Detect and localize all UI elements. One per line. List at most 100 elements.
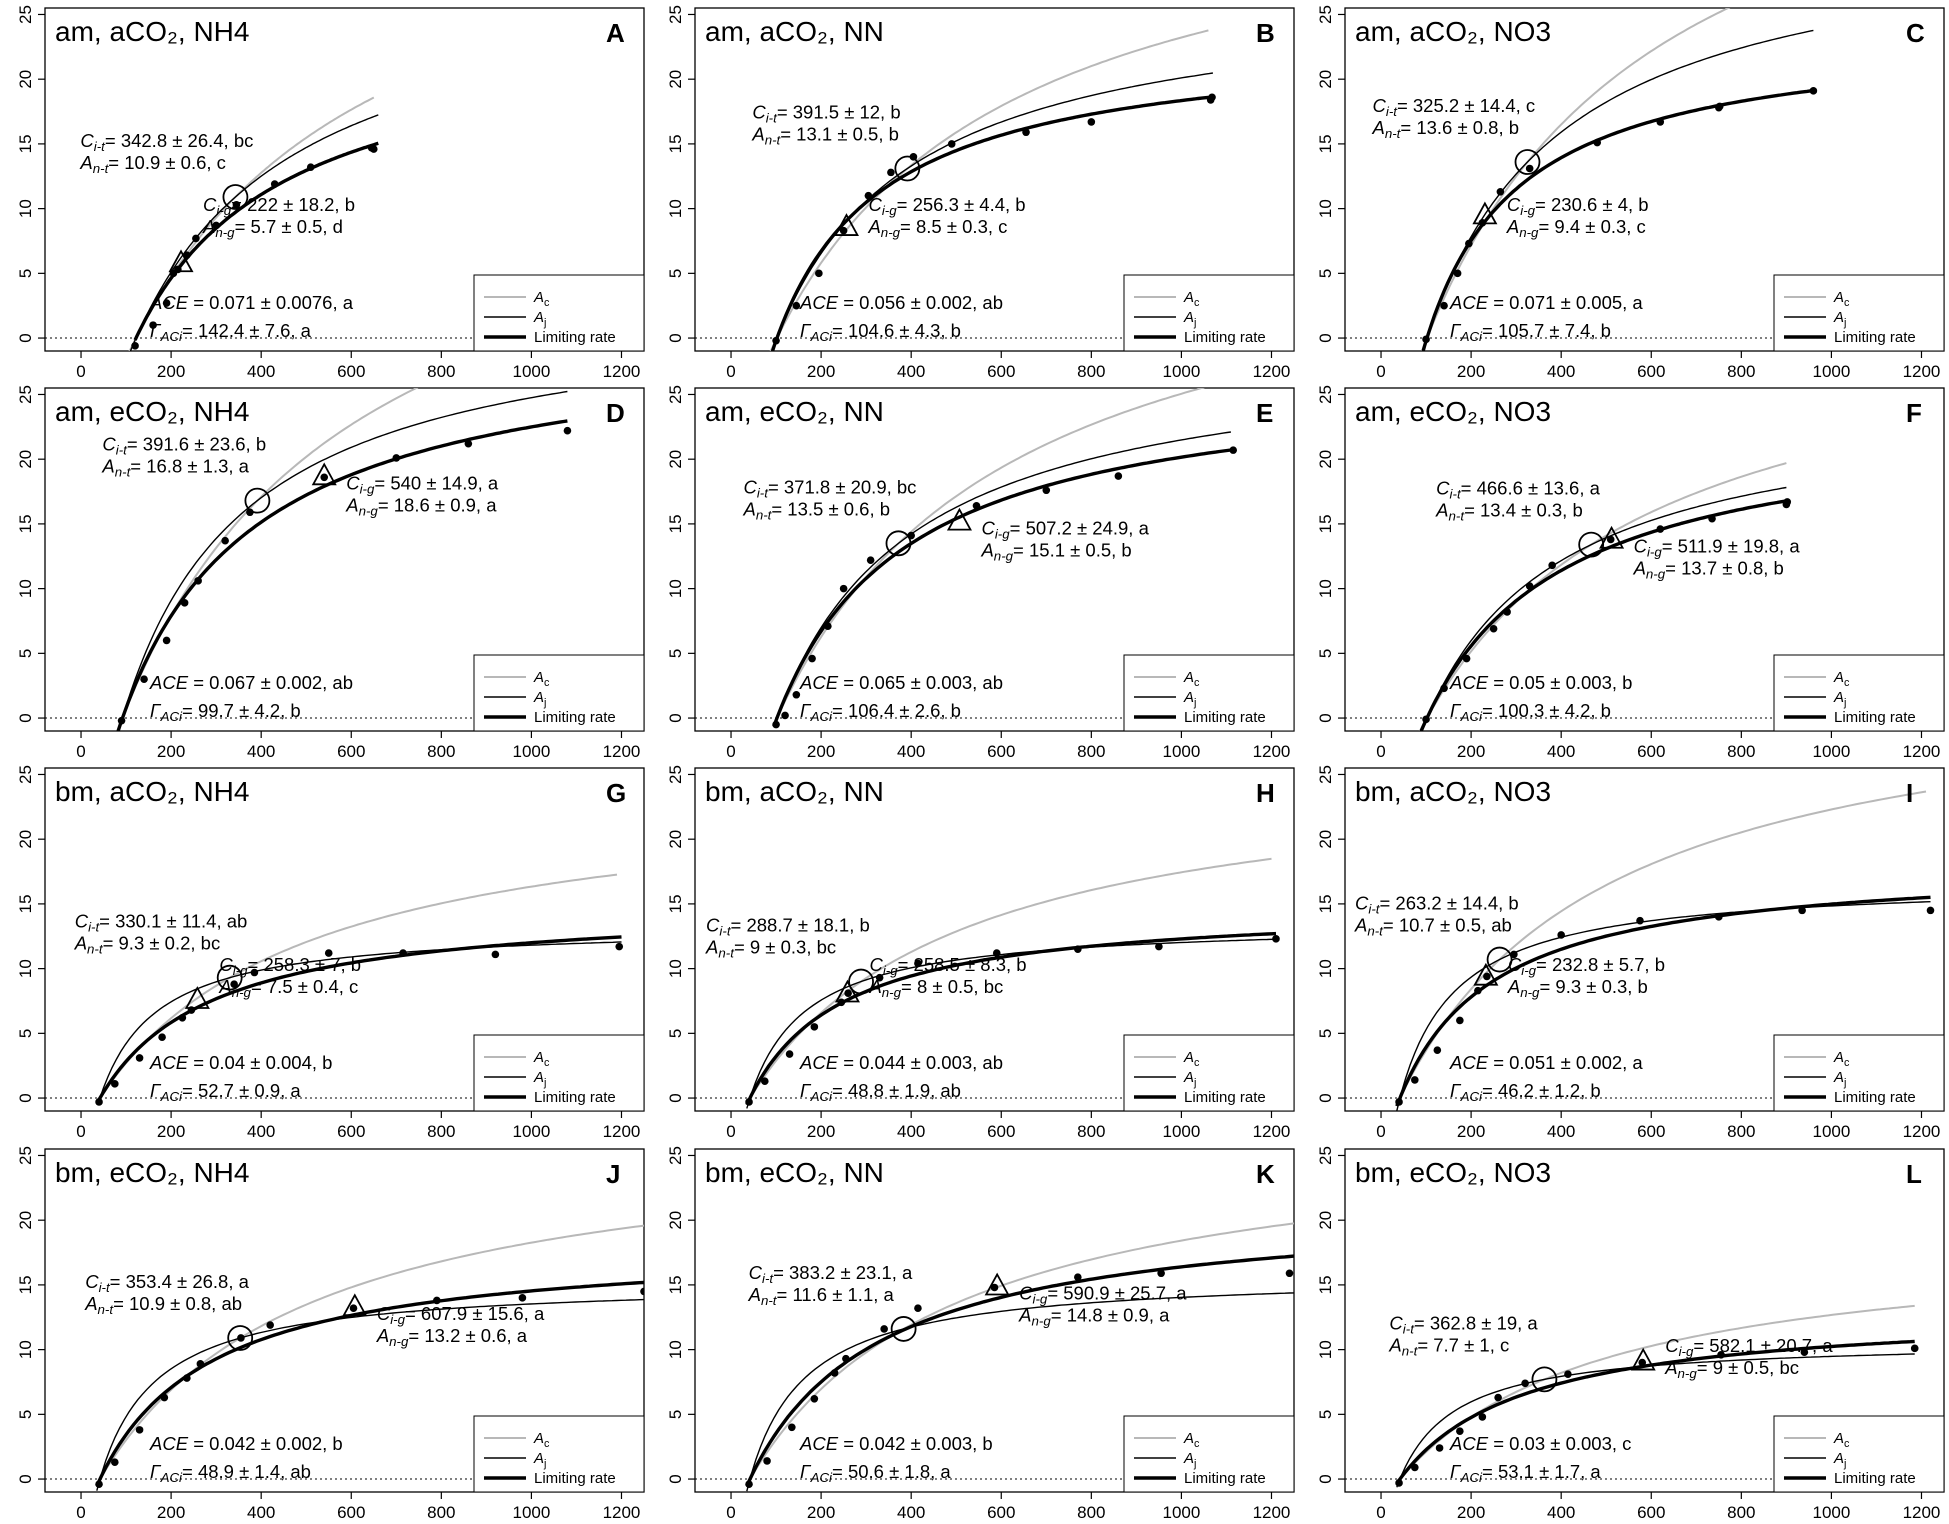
series-ac-line	[1418, 462, 1787, 731]
y-tick-label: 0	[1316, 333, 1335, 342]
x-tick-label: 400	[247, 1122, 275, 1141]
x-tick-label: 600	[337, 742, 365, 761]
x-tick-label: 200	[157, 1503, 185, 1522]
data-point	[972, 501, 981, 510]
data-point	[1783, 498, 1792, 506]
gs-point-triangle	[168, 249, 194, 273]
data-point	[1638, 1358, 1647, 1367]
x-tick-label: 800	[1077, 1503, 1105, 1522]
y-tick-label: 20	[16, 1211, 35, 1230]
data-point	[230, 980, 238, 988]
y-tick-label: 10	[1316, 579, 1335, 598]
transition-point-circle	[1486, 946, 1513, 973]
panel-letter: D	[606, 398, 625, 428]
data-point	[95, 1480, 103, 1489]
data-point	[1483, 972, 1491, 981]
series-aj-line	[1420, 486, 1787, 731]
x-tick-label: 0	[76, 742, 85, 761]
data-point	[763, 1457, 771, 1465]
x-tick-label: 400	[897, 362, 925, 381]
x-tick-label: 600	[1637, 362, 1665, 381]
y-tick-label: 15	[666, 514, 685, 533]
y-tick-label: 10	[666, 959, 685, 978]
data-point	[1496, 187, 1505, 196]
y-tick-label: 10	[1316, 959, 1335, 978]
panel-D: 0 200 400 600 800 1000 1200 0 5 10 15 20 25 am, eCO₂,…	[16, 385, 645, 761]
x-tick-label: 0	[1376, 1122, 1385, 1141]
gamma-label: ΓACi= 99.7 ± 4.2, b	[150, 700, 301, 724]
data-point	[842, 1354, 850, 1363]
x-tick-label: 1000	[512, 1122, 550, 1141]
y-tick-label: 10	[16, 199, 35, 218]
series-aj-line	[1396, 901, 1931, 1111]
plot-area	[769, 29, 1216, 351]
data-point	[792, 301, 801, 310]
ci-g-label: Ci-g= 258.5 ± 8.3, b	[869, 954, 1026, 978]
y-axis: 0 5 10 15 20 25	[1316, 765, 1345, 1103]
x-tick-label: 800	[1077, 362, 1105, 381]
data-point	[306, 163, 315, 172]
legend-aj-text: Aj	[1833, 1069, 1846, 1089]
data-point	[1564, 1370, 1572, 1379]
legend-ac-text: Ac	[533, 1049, 550, 1069]
an-g-label: An-g= 9.3 ± 0.3, b	[1507, 976, 1648, 1000]
x-tick-label: 200	[807, 1122, 835, 1141]
data-point	[1022, 128, 1030, 137]
x-tick-label: 1200	[603, 362, 641, 381]
gs-point-triangle	[834, 979, 860, 1003]
series-limiting-rate-line	[745, 931, 1277, 1106]
legend-limiting-rate-text: Limiting rate	[1834, 329, 1916, 346]
plot-area	[1418, 462, 1792, 731]
plot-area	[95, 873, 624, 1106]
series-ac-line	[745, 857, 1272, 1104]
x-tick-label: 1000	[1812, 742, 1850, 761]
ci-g-label: Ci-g= 222 ± 18.2, b	[203, 194, 355, 218]
data-point	[1395, 1479, 1403, 1487]
data-point	[830, 1369, 839, 1377]
x-tick-label: 1000	[1812, 1503, 1850, 1522]
an-g-label: An-g= 9 ± 0.5, bc	[1664, 1357, 1799, 1381]
y-tick-label: 25	[16, 1146, 35, 1165]
plot-frame	[44, 387, 645, 732]
series-ac-line	[98, 873, 618, 1100]
x-axis: 0 200 400 600 800 1000 1200	[726, 731, 1290, 761]
x-tick-label: 800	[1077, 1122, 1105, 1141]
legend-ac-text: Ac	[1183, 289, 1200, 309]
x-tick-label: 800	[427, 742, 455, 761]
ace-label: ACE = 0.044 ± 0.003, ab	[799, 1052, 1003, 1073]
gs-point-triangle	[184, 986, 210, 1009]
panel-title: am, aCO₂, NN	[705, 16, 884, 47]
data-point	[839, 584, 848, 593]
data-point	[196, 1360, 205, 1368]
y-axis: 0 5 10 15 20 25	[1316, 385, 1345, 723]
an-t-label: An-t= 10.9 ± 0.6, c	[79, 152, 226, 176]
x-tick-label: 0	[76, 362, 85, 381]
data-point	[111, 1458, 119, 1467]
y-tick-label: 25	[16, 5, 35, 24]
x-axis: 0 200 400 600 800 1000 1200	[1376, 1492, 1940, 1522]
legend-limiting-rate-text: Limiting rate	[1184, 1089, 1266, 1106]
x-tick-label: 800	[427, 362, 455, 381]
data-point	[149, 321, 157, 329]
x-tick-label: 400	[1547, 742, 1575, 761]
data-point	[880, 1325, 888, 1333]
gs-point-triangle	[1473, 962, 1499, 986]
y-axis: 0 5 10 15 20 25	[666, 765, 695, 1103]
data-point	[1478, 1413, 1487, 1421]
legend-limiting-rate-text: Limiting rate	[1834, 1089, 1916, 1106]
x-axis: 0 200 400 600 800 1000 1200	[726, 1111, 1290, 1141]
legend-aj-text: Aj	[1183, 309, 1196, 329]
x-tick-label: 800	[1727, 1122, 1755, 1141]
data-point	[1155, 942, 1163, 951]
x-tick-label: 400	[897, 1122, 925, 1141]
x-tick-label: 1200	[1253, 1122, 1291, 1141]
an-t-label: An-t= 9 ± 0.3, bc	[705, 937, 836, 961]
data-point	[180, 599, 189, 607]
data-point	[232, 200, 241, 209]
an-t-label: An-t= 16.8 ± 1.3, a	[101, 456, 249, 480]
legend-aj-text: Aj	[533, 689, 546, 709]
data-point	[844, 989, 852, 998]
data-point	[745, 1098, 753, 1106]
panel-A: 0 200 400 600 800 1000 1200 0 5 10 15 20 25 am, aCO₂,…	[16, 5, 645, 381]
